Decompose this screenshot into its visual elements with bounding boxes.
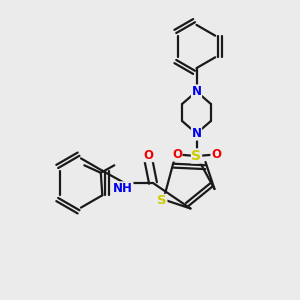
Text: N: N bbox=[191, 127, 202, 140]
Text: N: N bbox=[191, 85, 202, 98]
Text: O: O bbox=[211, 148, 221, 161]
Text: S: S bbox=[157, 194, 167, 208]
Text: O: O bbox=[172, 148, 182, 161]
Text: S: S bbox=[191, 149, 202, 163]
Text: NH: NH bbox=[113, 182, 133, 195]
Text: O: O bbox=[143, 148, 154, 162]
